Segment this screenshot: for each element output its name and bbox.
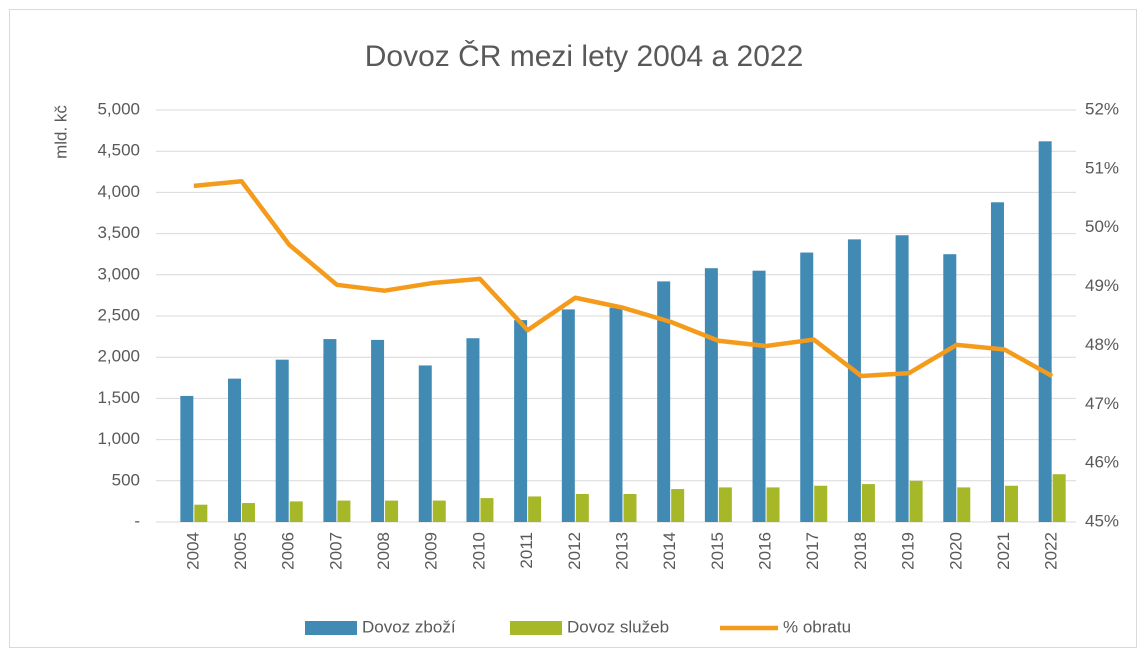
y-tick-label: 5,000 xyxy=(97,99,140,118)
bar xyxy=(800,252,814,522)
x-tick-label: 2005 xyxy=(231,532,250,570)
bar xyxy=(957,487,971,522)
chart-title: Dovoz ČR mezi lety 2004 a 2022 xyxy=(365,39,804,73)
bar xyxy=(385,500,399,522)
bar xyxy=(561,309,575,522)
x-tick-label: 2011 xyxy=(517,532,536,569)
x-tick-label: 2017 xyxy=(803,532,822,570)
y-tick-label: - xyxy=(134,511,140,530)
bar xyxy=(1004,485,1018,522)
bar xyxy=(943,254,957,522)
bar xyxy=(371,339,385,522)
x-tick-label: 2004 xyxy=(183,532,202,570)
bar xyxy=(1038,141,1052,522)
y2-tick-label: 48% xyxy=(1085,335,1119,354)
x-tick-label: 2012 xyxy=(565,532,584,570)
bar xyxy=(847,239,861,523)
y-tick-label: 2,000 xyxy=(97,347,140,366)
bar xyxy=(1052,474,1066,522)
x-tick-label: 2007 xyxy=(326,532,345,570)
legend-swatch xyxy=(510,621,562,635)
x-tick-label: 2010 xyxy=(469,532,488,570)
bar xyxy=(418,365,432,522)
bar xyxy=(718,487,732,522)
x-tick-label: 2022 xyxy=(1042,532,1061,570)
bar xyxy=(242,503,256,522)
bar xyxy=(752,270,766,522)
bar xyxy=(180,395,194,522)
x-tick-label: 2008 xyxy=(374,532,393,570)
bar xyxy=(337,500,351,522)
y2-tick-label: 51% xyxy=(1085,158,1119,177)
y-tick-label: 4,000 xyxy=(97,182,140,201)
y-tick-label: 1,500 xyxy=(97,388,140,407)
y-tick-label: 3,500 xyxy=(97,223,140,242)
x-tick-label: 2015 xyxy=(708,532,727,570)
y2-tick-label: 49% xyxy=(1085,276,1119,295)
bar xyxy=(514,320,528,522)
bar xyxy=(861,484,875,522)
bar xyxy=(480,498,494,522)
y-tick-label: 500 xyxy=(112,470,140,489)
y-axis-label: mld. kč xyxy=(51,105,70,159)
bar xyxy=(323,339,337,522)
y2-tick-label: 47% xyxy=(1085,394,1119,413)
bar xyxy=(671,489,685,522)
x-tick-label: 2016 xyxy=(756,532,775,570)
bar xyxy=(657,281,671,522)
legend-label: Dovoz zboží xyxy=(362,617,456,636)
bar xyxy=(895,235,909,523)
y2-tick-label: 52% xyxy=(1085,99,1119,118)
x-tick-label: 2006 xyxy=(279,532,298,570)
x-tick-label: 2013 xyxy=(612,532,631,570)
bar xyxy=(289,501,303,522)
bar xyxy=(275,359,289,522)
legend-label: Dovoz služeb xyxy=(567,617,669,636)
x-tick-label: 2009 xyxy=(422,532,441,570)
line xyxy=(193,178,1054,379)
bar xyxy=(814,485,828,522)
y2-tick-label: 50% xyxy=(1085,217,1119,236)
x-tick-label: 2021 xyxy=(994,532,1013,570)
bar xyxy=(623,493,637,522)
y-tick-label: 3,000 xyxy=(97,264,140,283)
y2-tick-label: 46% xyxy=(1085,453,1119,472)
bar xyxy=(766,487,780,522)
x-tick-label: 2018 xyxy=(851,532,870,570)
bar xyxy=(194,504,208,522)
bar xyxy=(909,480,923,522)
bar xyxy=(432,500,446,522)
bar xyxy=(609,307,623,522)
y2-tick-label: 45% xyxy=(1085,511,1119,530)
x-tick-label: 2020 xyxy=(946,532,965,570)
x-tick-label: 2019 xyxy=(899,532,918,570)
y-tick-label: 4,500 xyxy=(97,141,140,160)
legend-label: % obratu xyxy=(783,617,851,636)
legend-swatch xyxy=(305,621,357,635)
y-tick-label: 2,500 xyxy=(97,305,140,324)
bar xyxy=(466,338,480,522)
bar xyxy=(528,496,542,522)
x-tick-label: 2014 xyxy=(660,532,679,570)
bar xyxy=(990,202,1004,522)
bar xyxy=(228,378,242,522)
y-tick-label: 1,000 xyxy=(97,429,140,448)
bar xyxy=(704,268,718,522)
bar xyxy=(575,493,589,522)
